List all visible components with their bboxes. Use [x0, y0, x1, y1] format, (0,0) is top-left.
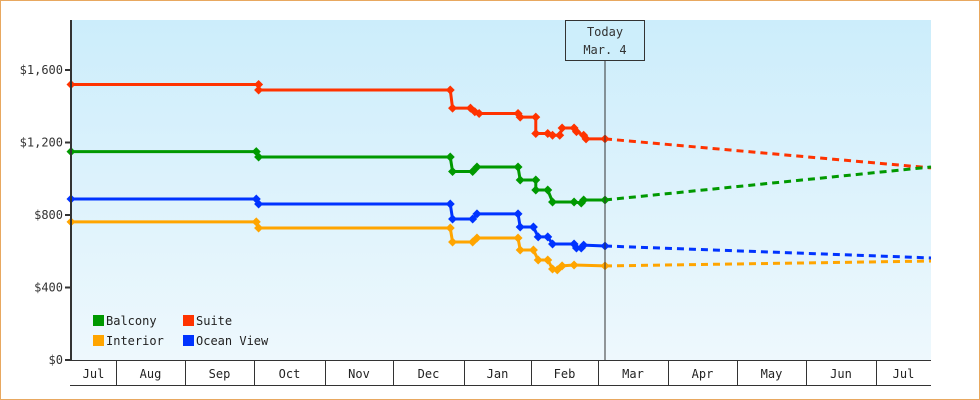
data-point-marker[interactable]	[515, 245, 525, 255]
forecast-line	[604, 259, 932, 268]
month-label: Feb	[554, 367, 576, 381]
data-point-marker[interactable]	[579, 240, 589, 250]
data-point-marker[interactable]	[445, 223, 455, 233]
series-layer	[66, 80, 932, 275]
data-point-marker[interactable]	[472, 209, 482, 219]
data-point-marker[interactable]	[468, 214, 478, 224]
data-point-marker[interactable]	[543, 185, 553, 195]
data-point-marker[interactable]	[533, 232, 543, 242]
data-point-marker[interactable]	[528, 222, 538, 232]
series-suite	[66, 80, 932, 170]
data-point-marker[interactable]	[579, 195, 589, 205]
data-point-marker[interactable]	[533, 255, 543, 265]
data-point-marker[interactable]	[254, 152, 264, 162]
data-point-marker[interactable]	[445, 85, 455, 95]
data-point-marker[interactable]	[448, 214, 458, 224]
legend-swatch	[183, 335, 194, 346]
data-point-marker[interactable]	[254, 199, 264, 209]
data-point-marker[interactable]	[448, 167, 458, 176]
data-point-marker[interactable]	[569, 197, 579, 207]
legend-label: Ocean View	[196, 334, 269, 348]
today-box	[565, 20, 645, 61]
data-point-marker[interactable]	[254, 85, 264, 95]
month-label: Apr	[692, 367, 714, 381]
legend-label: Suite	[196, 314, 232, 328]
data-point-marker[interactable]	[543, 232, 553, 242]
legend-item-ocean-view[interactable]: Ocean View	[183, 334, 269, 348]
legend-swatch	[93, 335, 104, 346]
legend-item-suite[interactable]: Suite	[183, 314, 232, 328]
legend-swatch	[93, 315, 104, 326]
data-point-marker[interactable]	[474, 109, 484, 118]
today-date: Mar. 4	[583, 43, 626, 57]
data-point-marker[interactable]	[515, 112, 525, 122]
legend-item-interior[interactable]: Interior	[93, 334, 164, 348]
data-point-marker[interactable]	[548, 239, 558, 249]
data-point-marker[interactable]	[569, 260, 579, 270]
month-label: Oct	[279, 367, 301, 381]
data-point-marker[interactable]	[548, 130, 558, 140]
data-point-marker[interactable]	[571, 127, 581, 137]
data-point-marker[interactable]	[548, 197, 558, 207]
forecast-line	[604, 137, 932, 170]
month-label: Mar	[622, 367, 644, 381]
data-point-marker[interactable]	[515, 175, 525, 185]
data-point-marker[interactable]	[513, 233, 523, 243]
legend-swatch	[183, 315, 194, 326]
x-axis: Jul Aug Sep Oct Nov Dec Jan Feb Mar Apr May Jun Jul	[70, 360, 931, 386]
month-label: May	[761, 367, 783, 381]
month-label: Jul	[83, 367, 105, 381]
y-tick-label: $1,600	[20, 63, 63, 77]
data-point-marker[interactable]	[445, 199, 455, 209]
data-point-marker[interactable]	[472, 162, 482, 172]
data-point-marker[interactable]	[557, 123, 567, 133]
today-label: Today	[587, 25, 623, 39]
month-label: Jun	[830, 367, 852, 381]
forecast-line	[604, 165, 932, 202]
data-point-marker[interactable]	[581, 134, 591, 144]
data-point-marker[interactable]	[543, 255, 553, 265]
data-point-marker[interactable]	[472, 233, 482, 243]
data-point-marker[interactable]	[513, 162, 523, 172]
data-point-marker[interactable]	[254, 80, 264, 89]
y-axis: $0 $400 $800 $1,200 $1,600	[20, 20, 72, 367]
data-point-marker[interactable]	[531, 112, 541, 122]
month-label: Sep	[209, 367, 231, 381]
y-tick-label: $1,200	[20, 136, 63, 150]
legend-label: Balcony	[106, 314, 157, 328]
data-point-marker[interactable]	[557, 261, 567, 271]
forecast-line	[604, 244, 932, 260]
y-tick-label: $800	[34, 208, 63, 222]
y-tick-label: $0	[49, 353, 63, 367]
data-point-marker[interactable]	[448, 103, 458, 113]
data-point-marker[interactable]	[528, 245, 538, 255]
data-point-marker[interactable]	[531, 128, 541, 138]
data-point-marker[interactable]	[448, 237, 458, 247]
legend-item-balcony[interactable]: Balcony	[93, 314, 157, 328]
today-marker: Today Mar. 4	[565, 20, 645, 360]
data-point-marker[interactable]	[571, 243, 581, 253]
series-balcony	[66, 147, 932, 208]
data-point-marker[interactable]	[531, 175, 541, 185]
data-point-marker[interactable]	[555, 130, 565, 140]
data-point-marker[interactable]	[513, 209, 523, 219]
month-label: Dec	[418, 367, 440, 381]
month-label: Jul	[893, 367, 915, 381]
legend: Balcony Suite Interior Ocean View	[93, 314, 269, 348]
series-ocean-view	[66, 194, 932, 260]
data-point-marker[interactable]	[254, 223, 264, 233]
data-point-marker[interactable]	[515, 222, 525, 232]
plot-area	[71, 20, 931, 360]
month-label: Jan	[487, 367, 509, 381]
data-point-marker[interactable]	[531, 185, 541, 195]
legend-label: Interior	[106, 334, 164, 348]
month-label: Nov	[348, 367, 370, 381]
y-tick-label: $400	[34, 281, 63, 295]
month-label: Aug	[140, 367, 162, 381]
data-point-marker[interactable]	[445, 152, 455, 162]
